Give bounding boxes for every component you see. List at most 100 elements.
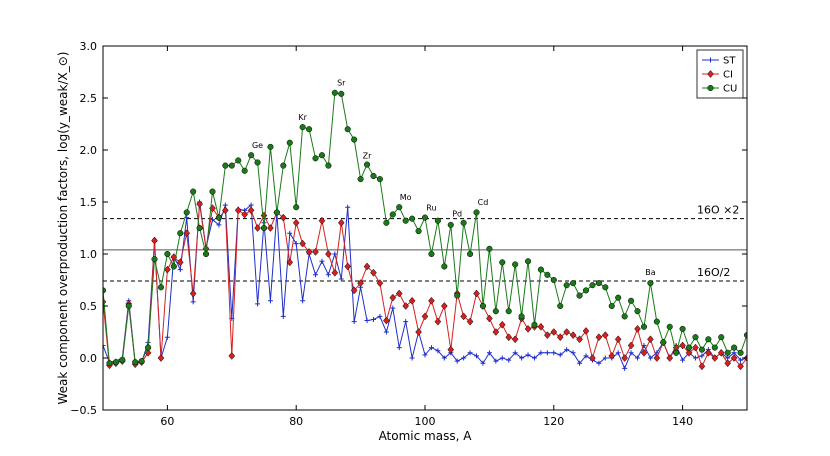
element-label-ru: Ru xyxy=(426,203,436,212)
point-cu xyxy=(267,143,274,150)
point-st xyxy=(474,353,480,359)
point-cu xyxy=(228,162,235,169)
point-ci xyxy=(337,218,345,227)
point-cu xyxy=(531,321,538,328)
y-tick-label: 0.0 xyxy=(80,352,98,365)
point-st xyxy=(390,305,396,311)
point-cu xyxy=(415,228,422,235)
point-cu xyxy=(190,188,197,195)
point-ci xyxy=(228,352,236,360)
point-ci xyxy=(730,354,738,362)
point-st xyxy=(435,348,441,354)
point-cu xyxy=(409,215,416,222)
point-ci xyxy=(254,224,261,232)
point-ci xyxy=(402,302,410,310)
point-cu xyxy=(499,259,506,266)
point-st xyxy=(680,357,686,363)
axis-ticks: 60 80 100 120 140 −0.5 0.0 0.5 1.0 1.5 2.0 2.5 3.0 xyxy=(70,40,747,428)
point-cu xyxy=(383,219,390,226)
point-ci xyxy=(705,348,712,357)
point-st xyxy=(441,355,447,361)
element-label-pd: Pd xyxy=(452,210,462,219)
point-st xyxy=(280,313,286,319)
point-cu xyxy=(434,217,441,224)
point-cu xyxy=(666,323,673,330)
series-layer xyxy=(103,89,747,371)
point-ci xyxy=(486,314,493,323)
point-st xyxy=(499,355,505,361)
point-cu xyxy=(376,176,383,183)
point-st xyxy=(164,334,170,340)
point-ci xyxy=(434,317,442,326)
point-ci xyxy=(318,216,326,225)
point-ci xyxy=(164,265,171,274)
point-st xyxy=(519,355,525,361)
point-cu xyxy=(479,302,487,310)
point-cu xyxy=(570,280,577,287)
element-label-sr: Sr xyxy=(337,79,346,88)
point-cu xyxy=(505,308,512,315)
point-st xyxy=(635,355,641,361)
point-cu xyxy=(132,359,139,366)
point-st xyxy=(338,276,344,282)
point-st xyxy=(267,298,273,304)
point-st xyxy=(103,343,106,349)
point-ci xyxy=(331,268,339,277)
point-cu xyxy=(524,258,532,265)
point-ci xyxy=(183,229,191,238)
point-ci xyxy=(550,328,558,336)
element-label-ba: Ba xyxy=(645,268,655,277)
point-st xyxy=(486,350,492,356)
point-cu xyxy=(589,282,596,289)
point-ci xyxy=(621,354,628,362)
point-st xyxy=(493,358,499,364)
legend-entry-ci: CI xyxy=(702,70,733,81)
point-st xyxy=(699,353,705,359)
point-cu xyxy=(673,349,680,356)
point-cu xyxy=(280,162,287,169)
series-cu xyxy=(103,89,747,367)
point-cu xyxy=(370,172,377,180)
point-st xyxy=(480,360,486,366)
point-cu xyxy=(248,152,255,159)
element-label-kr: Kr xyxy=(298,113,307,122)
point-cu xyxy=(441,263,448,270)
point-ci xyxy=(537,322,545,331)
point-cu xyxy=(640,323,648,330)
point-cu xyxy=(557,302,564,310)
point-cu xyxy=(518,313,525,320)
point-ci xyxy=(473,289,480,298)
point-ci xyxy=(234,206,242,215)
point-ci xyxy=(505,333,513,342)
point-st xyxy=(570,350,576,356)
point-st xyxy=(255,301,261,307)
point-st xyxy=(551,350,557,356)
y-tick-label: 1.0 xyxy=(80,248,98,261)
point-cu xyxy=(209,188,216,195)
point-cu xyxy=(492,308,499,315)
point-cu xyxy=(576,292,583,299)
point-ci xyxy=(595,333,603,342)
point-cu xyxy=(467,250,474,258)
point-ci xyxy=(176,258,184,267)
legend: ST CI CU xyxy=(696,49,744,99)
point-st xyxy=(506,357,512,363)
point-cu xyxy=(145,344,152,351)
legend-label: CI xyxy=(723,70,733,81)
point-ci xyxy=(260,211,268,220)
point-ci xyxy=(685,348,693,357)
x-tick-label: 120 xyxy=(543,415,564,428)
point-ci xyxy=(498,320,506,329)
point-st xyxy=(319,258,325,264)
point-ci xyxy=(698,362,706,371)
point-ci xyxy=(569,331,577,340)
point-cu xyxy=(621,313,628,320)
point-ci xyxy=(292,218,300,227)
point-cu xyxy=(718,334,725,341)
point-cu xyxy=(222,162,229,169)
point-st xyxy=(351,319,357,325)
point-ci xyxy=(428,296,435,305)
point-cu xyxy=(615,294,622,301)
point-st xyxy=(467,350,473,356)
point-ci xyxy=(222,206,229,215)
